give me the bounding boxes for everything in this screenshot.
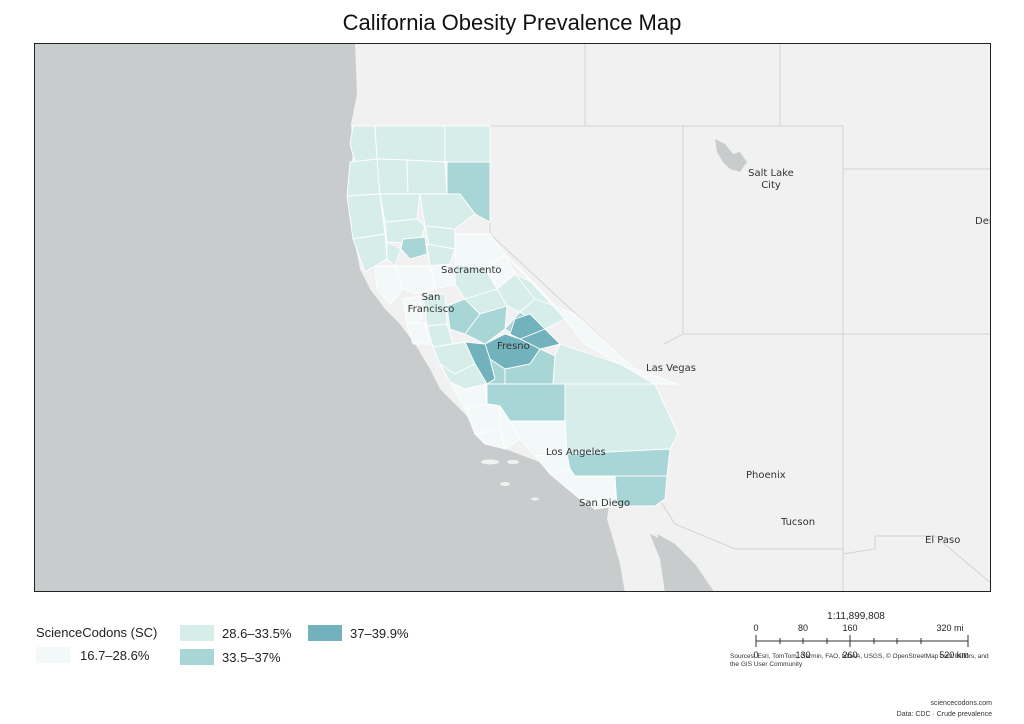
legend-swatch-class-3	[180, 649, 214, 665]
land-mass	[348, 44, 990, 591]
scale-km-tick-520: 520 km	[939, 650, 969, 660]
county	[504, 253, 679, 385]
baja-peninsula	[607, 499, 665, 591]
county	[394, 265, 436, 295]
city-label-los-angeles: Los Angeles	[546, 447, 606, 458]
county	[376, 158, 409, 195]
scale-mi-tick-80: 80	[798, 623, 808, 633]
scale-bar: 1:11,899,808 0 80 160 320 mi 0 130 260 5…	[753, 611, 969, 660]
county	[509, 313, 546, 340]
county	[449, 381, 488, 410]
city-label-el-paso: El Paso	[925, 535, 960, 546]
scale-ratio: 1:11,899,808	[827, 611, 885, 622]
city-label-san-diego: San Diego	[579, 498, 630, 509]
gulf-of-california	[657, 534, 714, 591]
legend-swatch-class-2	[180, 625, 214, 641]
sources-attribution: Sources: Esri, TomTom, Garmin, FAO, NOAA…	[730, 653, 989, 668]
map-title: California Obesity Prevalence Map	[342, 10, 682, 35]
county	[349, 125, 378, 163]
legend-label-class-1: 16.7–28.6%	[80, 648, 150, 663]
scale-mi-tick-320: 320 mi	[936, 623, 963, 633]
scale-km-tick-260: 260	[842, 650, 857, 660]
legend-label-class-3: 33.5–37%	[222, 650, 281, 665]
county	[614, 475, 668, 507]
legend-swatch-class-4	[308, 625, 342, 641]
county	[374, 265, 404, 305]
city-label-fresno: Fresno	[497, 341, 530, 352]
county	[406, 321, 431, 345]
city-label-salt-lake-city: Salt Lake City	[748, 168, 794, 191]
city-label-denver: Denver	[975, 216, 991, 227]
legend-label-class-4: 37–39.9%	[350, 626, 409, 641]
legend-label-class-2: 28.6–33.5%	[222, 626, 292, 641]
great-salt-lake	[715, 139, 747, 172]
city-label-phoenix: Phoenix	[746, 470, 786, 481]
county	[400, 236, 428, 260]
county	[379, 193, 421, 223]
county	[444, 125, 491, 163]
city-label-san-francisco: San Francisco	[408, 292, 455, 315]
site-credit: sciencecodons.com	[930, 700, 992, 707]
county	[346, 193, 386, 240]
county	[564, 383, 679, 455]
county	[499, 405, 521, 450]
county	[406, 159, 448, 195]
scale-km-tick-0: 0	[753, 650, 758, 660]
city-label-sacramento: Sacramento	[441, 265, 501, 276]
legend-swatch-class-1	[36, 647, 70, 663]
county	[346, 158, 381, 197]
california-counties	[346, 125, 679, 510]
city-label-tucson: Tucson	[780, 517, 815, 528]
county	[419, 193, 476, 230]
city-label-las-vegas: Las Vegas	[646, 363, 696, 374]
county	[402, 295, 424, 325]
data-credit: Data: CDC · Crude prevalence	[896, 711, 992, 718]
legend-title: ScienceCodons (SC)	[36, 625, 158, 640]
scale-ruler	[755, 635, 969, 647]
scale-mi-tick-160: 160	[842, 623, 857, 633]
county	[374, 125, 446, 163]
county	[464, 305, 508, 345]
channel-islands	[481, 459, 539, 501]
scale-mi-tick-0: 0	[753, 623, 758, 633]
scale-km-tick-130: 130	[795, 650, 810, 660]
